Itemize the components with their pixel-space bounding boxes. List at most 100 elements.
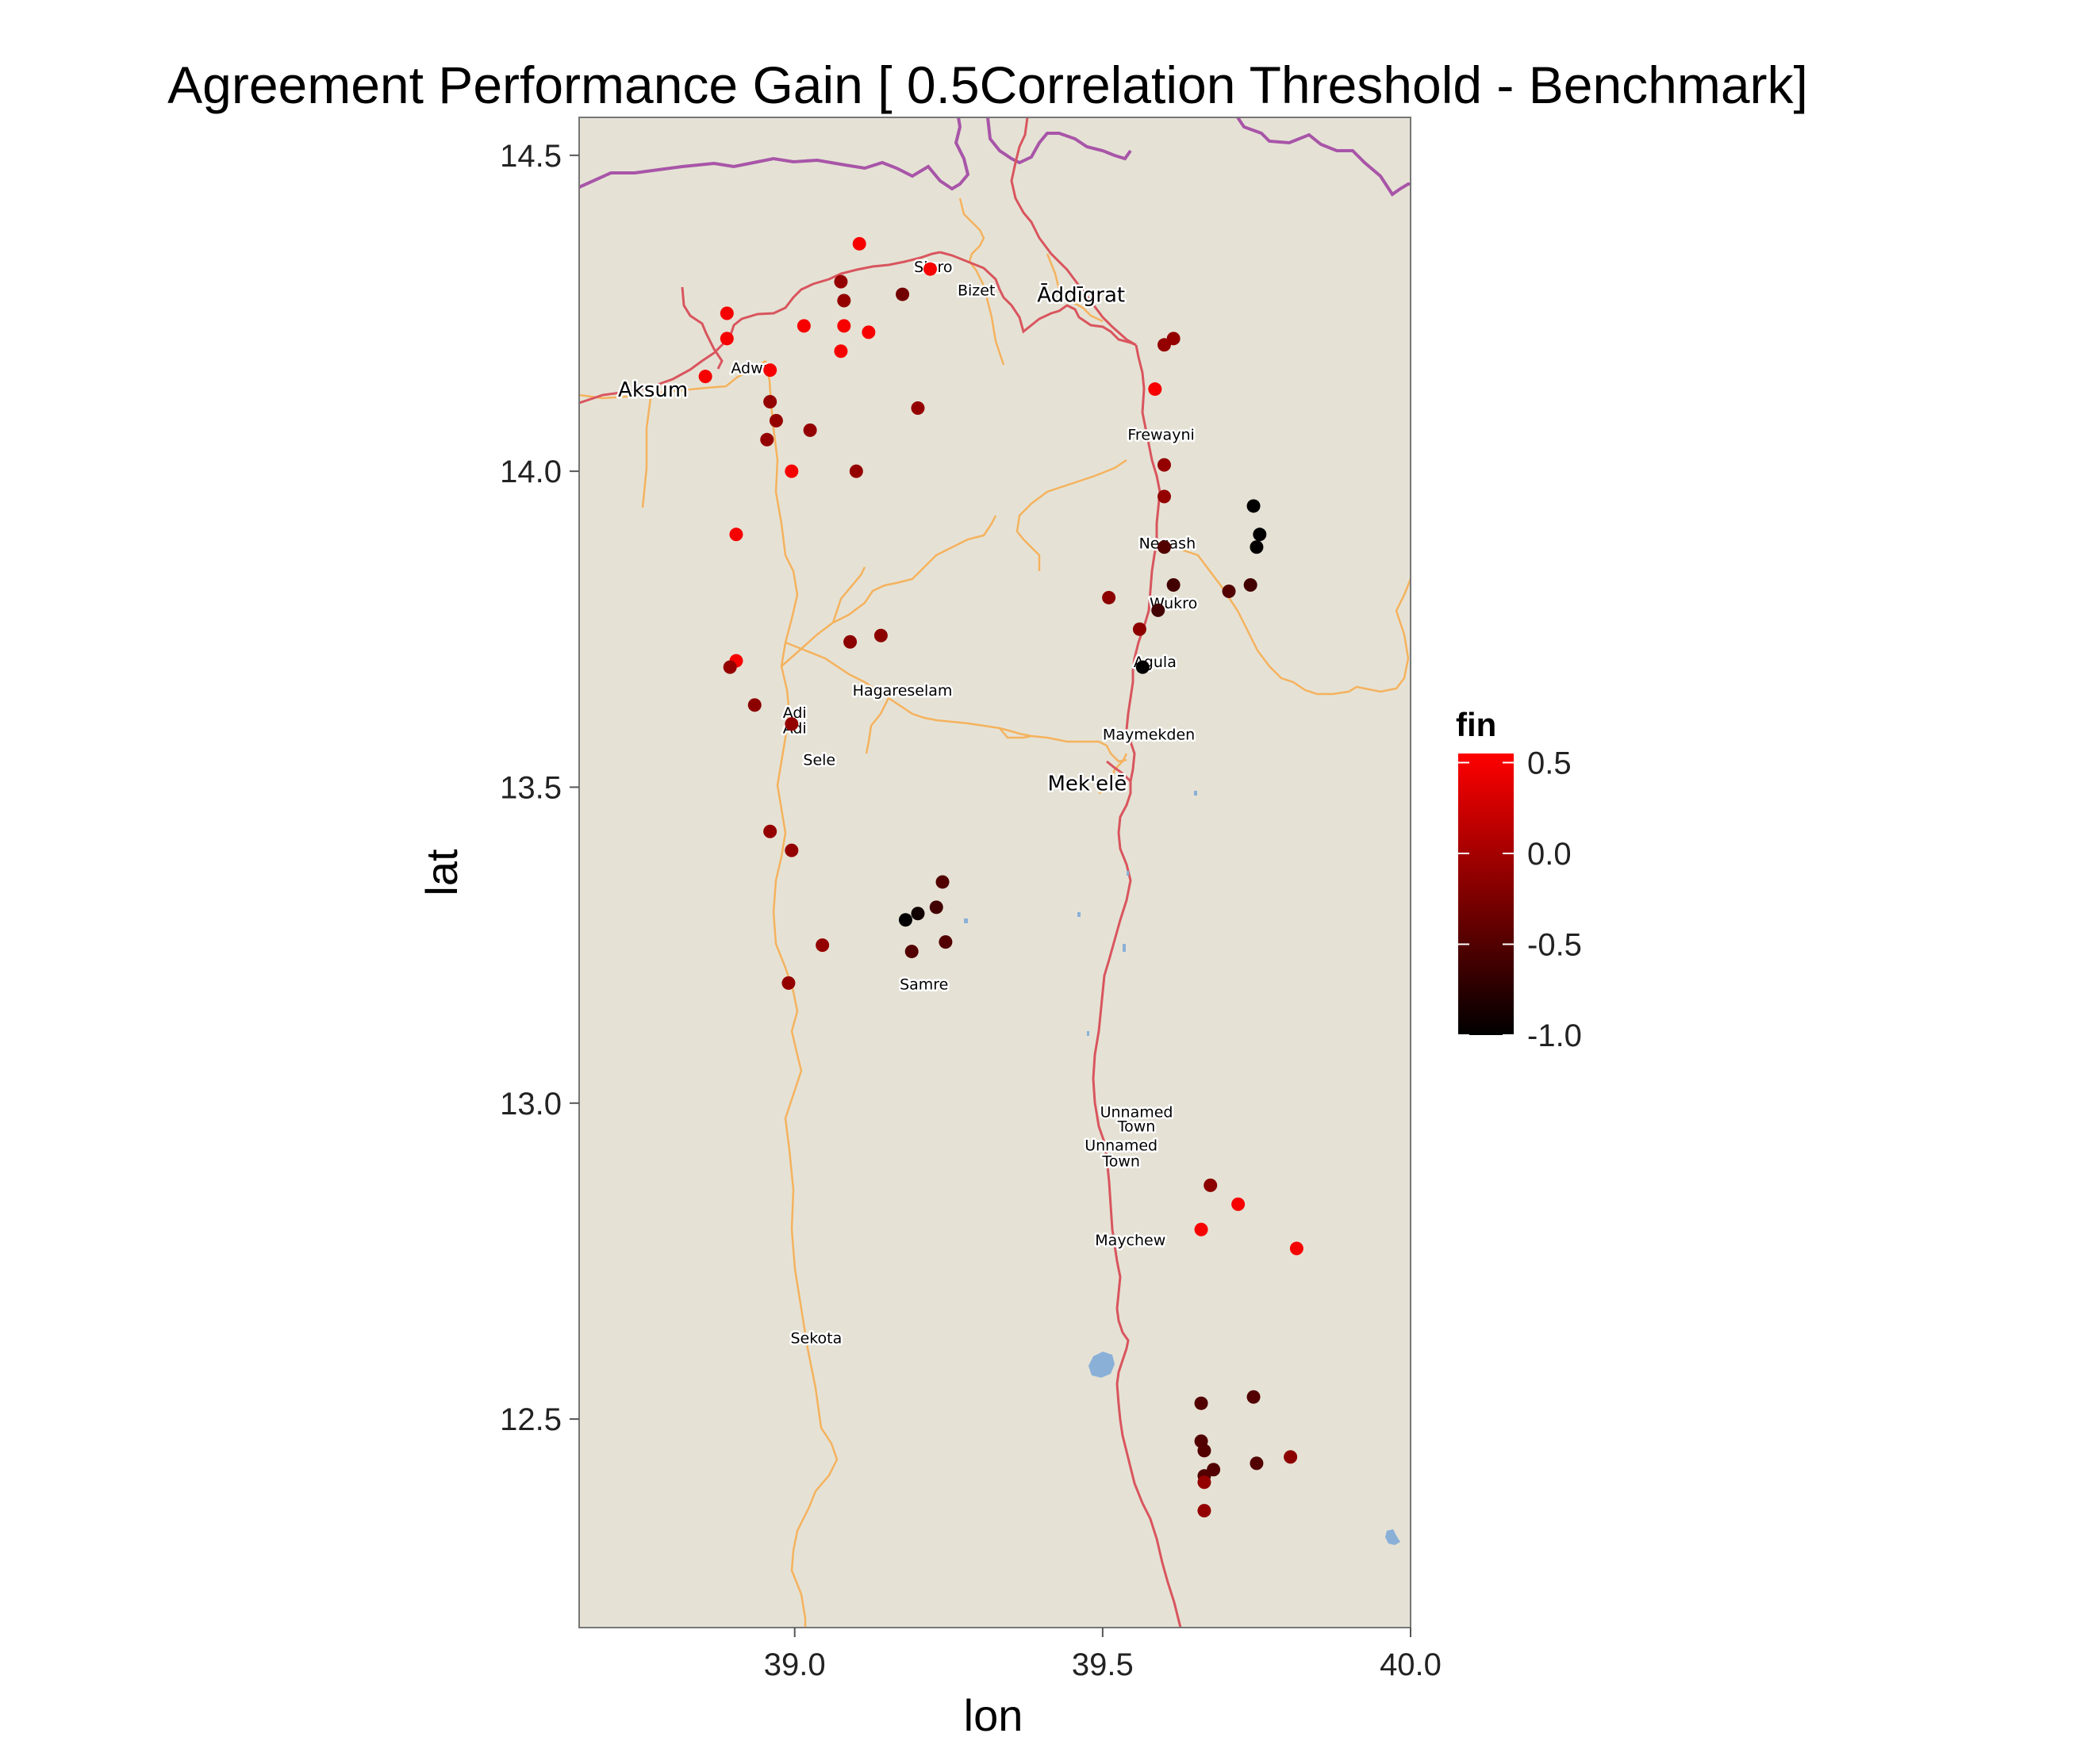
y-tick-label: 12.5	[500, 1402, 562, 1437]
data-point	[1231, 1197, 1246, 1211]
legend-label: -0.5	[1527, 927, 1582, 962]
legend-label: 0.0	[1527, 837, 1572, 872]
y-tick-label: 14.0	[500, 454, 562, 489]
water-bodies	[964, 791, 1400, 1545]
place-label: Unnamed	[1085, 1137, 1158, 1155]
primary-roads	[578, 117, 1182, 1628]
data-point	[1157, 540, 1171, 554]
data-point	[849, 464, 863, 478]
data-point	[816, 938, 830, 953]
y-tick-label: 13.0	[500, 1087, 562, 1122]
data-point	[781, 976, 796, 990]
place-label: Maymekden	[1103, 727, 1195, 744]
data-point	[720, 306, 734, 320]
panel-background	[579, 117, 1411, 1628]
data-point	[939, 935, 953, 949]
data-point	[763, 394, 777, 408]
map-panel: AksumAdwaSinroBizetĀddīgratFrewayniNegas…	[578, 116, 1412, 1628]
chart-title: Agreement Performance Gain [ 0.5Correlat…	[167, 56, 1808, 114]
data-point	[1151, 603, 1165, 617]
data-point	[898, 913, 912, 927]
data-point	[873, 628, 888, 642]
data-point	[1135, 660, 1150, 674]
y-tick-label: 14.5	[500, 139, 562, 174]
legend-label: -1.0	[1527, 1018, 1582, 1053]
data-point	[834, 274, 848, 289]
data-point	[1250, 540, 1264, 554]
place-label: Sele	[803, 752, 835, 769]
data-point	[935, 875, 950, 889]
data-point	[723, 660, 737, 674]
place-label: Aksum	[618, 378, 688, 402]
data-point	[1250, 1456, 1264, 1471]
data-point	[729, 527, 743, 542]
data-point	[763, 824, 777, 838]
data-point	[911, 401, 925, 415]
data-point	[785, 464, 799, 478]
place-label: Mek'elē	[1048, 772, 1127, 796]
data-point	[797, 319, 811, 333]
color-legend: fin 0.5 0.0 -0.5 -1.0	[1456, 706, 1582, 1053]
place-label: Frewayni	[1127, 426, 1194, 443]
data-point	[1197, 1444, 1211, 1458]
data-point	[837, 293, 851, 308]
data-point	[1157, 489, 1171, 504]
data-point	[1166, 578, 1181, 592]
place-label: Sekota	[790, 1330, 842, 1348]
x-tick-label: 39.0	[764, 1647, 826, 1682]
data-point	[769, 413, 783, 428]
country-borders	[578, 116, 1411, 197]
data-point	[904, 945, 919, 959]
data-point	[803, 423, 817, 437]
data-point	[1102, 590, 1116, 604]
data-point	[929, 900, 943, 915]
data-point	[760, 432, 774, 447]
legend-label: 0.5	[1527, 746, 1572, 780]
y-axis: 14.5 14.0 13.5 13.0 12.5	[500, 139, 579, 1437]
place-label: Maychew	[1095, 1232, 1165, 1249]
data-point	[1194, 1222, 1208, 1237]
data-point	[698, 370, 712, 384]
data-point	[1148, 382, 1162, 397]
x-tick-label: 39.5	[1072, 1647, 1134, 1682]
place-label: Hagareselam	[853, 682, 953, 700]
data-point	[1132, 622, 1146, 636]
data-point	[837, 319, 851, 333]
data-point	[1157, 338, 1171, 352]
legend-ticks: 0.5 0.0 -0.5 -1.0	[1458, 746, 1582, 1053]
data-point	[1289, 1241, 1303, 1256]
data-point	[1204, 1178, 1218, 1192]
data-point	[911, 907, 925, 921]
data-point	[852, 236, 866, 251]
data-point	[834, 344, 848, 359]
data-point	[1243, 578, 1257, 592]
data-point	[1197, 1475, 1211, 1490]
data-point	[785, 843, 799, 857]
place-label: Town	[1101, 1152, 1140, 1170]
place-label: Bizet	[958, 282, 995, 300]
x-axis-title: lon	[964, 1690, 1023, 1740]
data-point	[1157, 458, 1171, 472]
data-point	[720, 332, 734, 346]
x-tick-label: 40.0	[1380, 1647, 1442, 1682]
data-point	[747, 698, 762, 712]
data-point	[1222, 584, 1236, 598]
data-point	[1246, 499, 1261, 513]
data-point	[1197, 1504, 1211, 1518]
legend-colorbar	[1458, 754, 1514, 1035]
place-label: Unnamed	[1100, 1103, 1173, 1121]
legend-title: fin	[1456, 706, 1496, 743]
y-tick-label: 13.5	[500, 770, 562, 805]
place-label: Samre	[900, 976, 948, 993]
y-axis-title: lat	[417, 849, 466, 896]
data-point	[1246, 1390, 1261, 1404]
data-point	[763, 363, 777, 378]
place-labels: AksumAdwaSinroBizetĀddīgratFrewayniNegas…	[616, 257, 1200, 1349]
data-point	[843, 635, 858, 649]
data-point	[1253, 527, 1267, 542]
place-label: Town	[1117, 1118, 1156, 1136]
data-points	[698, 236, 1303, 1518]
data-point	[1194, 1396, 1208, 1410]
x-axis: 39.0 39.5 40.0	[764, 1628, 1442, 1682]
